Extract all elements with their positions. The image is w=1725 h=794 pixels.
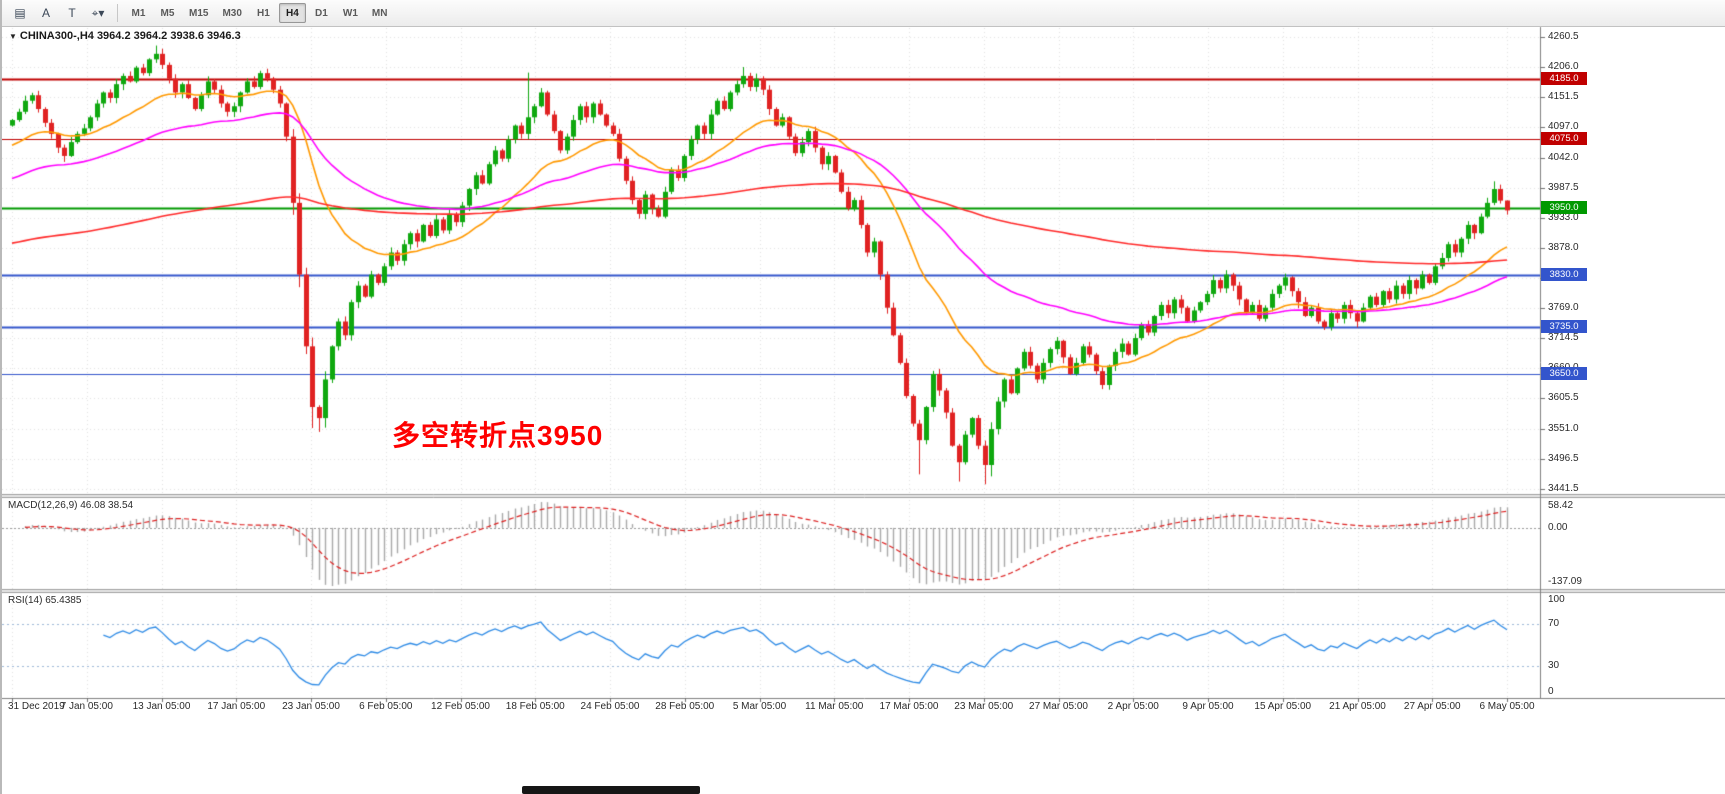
price-tick-label: 4097.0	[1548, 121, 1579, 133]
price-level-badge: 4185.0	[1541, 71, 1587, 85]
indicator-scale-label: 100	[1548, 594, 1565, 605]
price-tick-label: 3441.5	[1548, 483, 1579, 494]
price-tick-label: 3551.0	[1548, 422, 1579, 434]
taskbar-fragment	[522, 786, 700, 794]
time-axis-label: 17 Mar 05:00	[879, 701, 939, 712]
macd-indicator-label: MACD(12,26,9) 46.08 38.54	[8, 500, 134, 511]
indicator-scale-label: 0	[1548, 686, 1554, 697]
time-axis-label: 11 Mar 05:00	[805, 701, 864, 712]
price-level-badge: 3735.0	[1541, 320, 1587, 334]
toolbar-separator	[117, 4, 118, 22]
time-axis-label: 17 Jan 05:00	[207, 701, 266, 712]
shapes-tool-icon[interactable]: ⌖▾	[91, 5, 105, 20]
price-tick-label: 3769.0	[1548, 302, 1579, 314]
timeframe-group: M1 M5 M15 M30 H1 H4 D1 W1 MN	[124, 3, 394, 23]
time-axis-label: 24 Feb 05:00	[580, 701, 640, 712]
chart-title-text: CHINA300-,H4 3964.2 3964.2 3938.6 3946.3	[19, 30, 241, 42]
time-axis-label: 9 Apr 05:00	[1182, 701, 1234, 712]
timeframe-button-m5[interactable]: M5	[160, 7, 175, 19]
timeframe-button-m1[interactable]: M1	[131, 7, 146, 19]
price-tick-label: 4042.0	[1548, 151, 1579, 163]
price-level-badge: 3650.0	[1541, 366, 1587, 380]
price-tick-label: 3933.0	[1548, 211, 1579, 223]
price-tick-label: 3878.0	[1548, 242, 1579, 254]
price-tick-label: 4151.5	[1548, 91, 1579, 103]
indicator-scale-label: 58.42	[1548, 500, 1574, 511]
chart-title: ▼ CHINA300-,H4 3964.2 3964.2 3938.6 3946.…	[9, 30, 241, 42]
price-tick-label: 3714.5	[1548, 332, 1579, 344]
chart-marker-icon: ▼	[9, 32, 17, 41]
time-axis-label: 15 Apr 05:00	[1254, 701, 1312, 712]
time-axis-label: 18 Feb 05:00	[505, 701, 565, 712]
time-axis-label: 27 Mar 05:00	[1029, 701, 1088, 712]
price-tick-label: 3987.5	[1548, 181, 1579, 193]
time-axis-label: 23 Mar 05:00	[954, 701, 1014, 712]
time-axis-label: 2 Apr 05:00	[1107, 701, 1159, 712]
timeframe-button-h1[interactable]: H1	[257, 7, 270, 19]
price-tick-label: 4260.5	[1548, 31, 1579, 42]
time-axis-label: 31 Dec 2019	[8, 701, 65, 712]
timeframe-button-m15[interactable]: M15	[189, 7, 209, 19]
text-tool-icon[interactable]: T	[68, 6, 76, 20]
price-level-badge: 3950.0	[1541, 201, 1587, 215]
timeframe-button-d1[interactable]: D1	[315, 7, 328, 19]
time-axis-label: 21 Apr 05:00	[1329, 701, 1386, 712]
indicator-scale-label: -137.09	[1548, 576, 1582, 587]
timeframe-button-m30[interactable]: M30	[222, 7, 242, 19]
price-tick-label: 3605.5	[1548, 392, 1579, 404]
indicator-scale-label: 30	[1548, 660, 1560, 672]
price-level-badge: 3830.0	[1541, 267, 1587, 281]
time-axis-label: 23 Jan 05:00	[282, 701, 340, 712]
toolbar: ▤ A T ⌖▾ M1 M5 M15 M30 H1 H4 D1 W1 MN	[2, 0, 1725, 27]
indicator-scale-label: 70	[1548, 617, 1560, 629]
time-axis-label: 28 Feb 05:00	[655, 701, 715, 712]
price-tick-label: 3496.5	[1548, 452, 1579, 464]
time-axis-label: 6 Feb 05:00	[359, 701, 413, 712]
price-level-badge: 4075.0	[1541, 132, 1587, 146]
time-axis-label: 27 Apr 05:00	[1403, 701, 1461, 712]
time-axis-label: 13 Jan 05:00	[132, 701, 191, 712]
timeframe-button-h4[interactable]: H4	[278, 3, 306, 23]
indicator-scale-label: 0.00	[1548, 521, 1568, 533]
time-axis-label: 12 Feb 05:00	[431, 701, 490, 712]
timeframe-button-w1[interactable]: W1	[342, 7, 358, 19]
tool-icon-group: ▤ A T ⌖▾	[7, 3, 111, 24]
arrow-tool-icon[interactable]: A	[41, 6, 50, 20]
rsi-indicator-label: RSI(14) 65.4385	[8, 595, 82, 606]
time-axis-label: 6 May 05:00	[1479, 701, 1535, 712]
charts-grid-icon[interactable]: ▤	[14, 6, 26, 20]
time-axis-label: 7 Jan 05:00	[60, 701, 113, 712]
chart-annotation: 多空转折点3950	[392, 420, 604, 451]
timeframe-button-mn[interactable]: MN	[371, 7, 388, 19]
time-axis-label: 5 Mar 05:00	[732, 701, 787, 712]
price-tick-label: 4206.0	[1548, 61, 1579, 73]
